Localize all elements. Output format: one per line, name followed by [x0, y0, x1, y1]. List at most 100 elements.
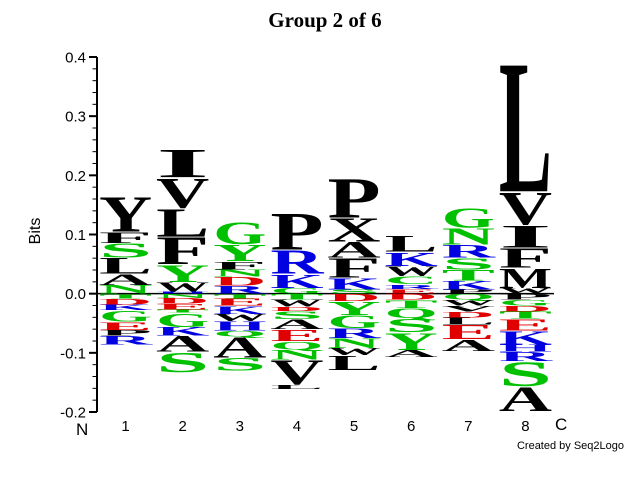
logo-letter-6-S-depleted: S — [385, 314, 438, 336]
logo-letter-1-Y-enriched: Y — [99, 186, 152, 243]
logo-letter-5-W-depleted: W — [328, 346, 381, 357]
logo-letter-5-Y-depleted: Y — [328, 297, 381, 319]
x-position-label: 6 — [407, 418, 415, 435]
logo-letter-4-V-depleted: V — [270, 353, 323, 392]
logo-letter-1-N-enriched: N — [99, 282, 152, 296]
logo-letter-7-G-enriched: G — [442, 202, 495, 234]
logo-letter-7-P-enriched: P — [442, 288, 495, 295]
y-tick-label: 0.2 — [65, 168, 86, 185]
logo-letter-7-T-enriched: T — [442, 267, 495, 285]
logo-letter-7-E-depleted: E — [442, 321, 495, 344]
logo-letter-6-C-enriched: C — [385, 274, 438, 287]
logo-letter-6-L-enriched: L — [385, 231, 438, 256]
logo-letter-1-F-enriched: F — [99, 229, 152, 247]
logo-letter-8-F-enriched: F — [499, 242, 552, 274]
y-tick-label: -0.2 — [60, 405, 86, 422]
logo-letter-5-X-enriched: X — [328, 211, 381, 249]
logo-letter-5-D-depleted: D — [328, 292, 381, 303]
logo-letter-8-V-enriched: V — [499, 182, 552, 235]
logo-letter-2-K-depleted: K — [156, 324, 209, 338]
logo-letter-1-G-depleted: G — [99, 307, 152, 325]
c-terminus-label: C — [555, 415, 568, 434]
logo-letter-6-Y-depleted: Y — [385, 327, 438, 355]
y-tick-label: 0.1 — [65, 227, 86, 244]
logo-letter-4-R-enriched: R — [270, 243, 324, 281]
logo-letter-8-H-depleted: H — [499, 343, 552, 354]
logo-letter-1-A-enriched: A — [99, 271, 152, 289]
logo-letter-4-E-depleted: E — [270, 326, 323, 345]
logo-letter-3-W-depleted: W — [213, 312, 266, 323]
logo-letter-1-K-depleted: K — [99, 303, 152, 312]
logo-letter-3-T-depleted: T — [213, 292, 266, 299]
logo-letter-6-D-depleted: D — [385, 292, 438, 301]
logo-letter-8-E-depleted: E — [499, 315, 552, 334]
n-terminus-label: N — [76, 420, 89, 439]
logo-letter-1-E-depleted: E — [99, 319, 152, 332]
logo-letter-4-D-depleted: D — [270, 306, 323, 313]
logo-letter-2-D-depleted: D — [156, 296, 209, 305]
logo-letter-2-E-depleted: E — [156, 302, 209, 311]
y-tick-label: 0.4 — [65, 50, 86, 67]
logo-letter-7-V-depleted: V — [442, 304, 495, 313]
logo-letter-5-G-depleted: G — [328, 311, 381, 332]
x-position-label: 5 — [350, 418, 358, 435]
logo-letter-2-A-depleted: A — [156, 331, 209, 356]
logo-letter-1-D-depleted: D — [99, 297, 152, 306]
logo-letter-4-S-depleted: S — [270, 309, 323, 322]
logo-letter-2-V-enriched: V — [156, 169, 209, 217]
logo-letter-5-S-enriched: S — [328, 288, 381, 295]
logo-letter-7-A-depleted: A — [442, 336, 495, 355]
logo-letter-8-S-depleted: S — [499, 355, 552, 394]
logo-letter-8-D-depleted: D — [499, 304, 552, 313]
logo-letter-8-M-enriched: M — [499, 262, 552, 294]
logo-letter-2-Y-enriched: Y — [156, 259, 209, 287]
logo-letter-4-L-depleted: L — [270, 383, 323, 390]
logo-letter-2-I-enriched: I — [156, 140, 209, 186]
logo-letter-7-K-enriched: K — [442, 278, 495, 292]
logo-letter-5-A-enriched: A — [328, 237, 381, 262]
logo-letter-3-S-depleted: S — [213, 354, 266, 375]
logo-letter-8-G-depleted: G — [499, 298, 552, 307]
logo-letter-8-A-depleted: A — [499, 380, 552, 419]
logo-letter-5-F-enriched: F — [328, 252, 381, 284]
logo-letter-3-H-depleted: H — [213, 318, 266, 333]
logo-letter-4-N-depleted: N — [270, 347, 323, 363]
logo-letter-4-W-depleted: W — [270, 298, 323, 309]
logo-letter-3-K-depleted: K — [213, 303, 266, 316]
logo-letter-8-K-depleted: K — [499, 327, 552, 349]
logo-letter-6-W-enriched: W — [385, 263, 438, 279]
logo-letter-3-E-depleted: E — [213, 297, 266, 308]
logo-letter-7-N-enriched: N — [442, 223, 495, 250]
logo-letter-8-P-depleted: P — [499, 292, 552, 301]
logo-letter-2-G-depleted: G — [156, 309, 209, 331]
logo-letter-6-E-enriched: E — [385, 288, 438, 295]
logo-letter-7-S-enriched: S — [442, 254, 495, 273]
x-position-label: 4 — [293, 418, 301, 435]
y-tick-label: -0.1 — [60, 345, 86, 362]
logo-letter-4-T-depleted: T — [270, 292, 323, 301]
logo-letter-8-W-enriched: W — [499, 286, 552, 295]
x-position-label: 3 — [236, 418, 244, 435]
logo-letter-5-N-depleted: N — [328, 335, 381, 351]
logo-letter-2-N-depleted: N — [156, 293, 209, 300]
logo-letter-5-P-enriched: P — [328, 165, 381, 230]
logo-letter-7-W-depleted: W — [442, 298, 495, 307]
logo-letter-8-L-enriched: L — [499, 22, 552, 234]
logo-letter-2-L-enriched: L — [156, 199, 209, 245]
logo-letter-6-A-depleted: A — [385, 348, 438, 359]
x-position-label: 1 — [121, 418, 129, 435]
logo-letter-4-Q-depleted: Q — [270, 339, 323, 352]
logo-letter-1-L-enriched: L — [99, 253, 152, 278]
logo-letter-1-T-depleted: T — [99, 292, 152, 299]
chart-title: Group 2 of 6 — [268, 8, 382, 32]
logo-letter-8-I-enriched: I — [499, 219, 552, 255]
y-tick-label: 0.0 — [65, 286, 86, 303]
logo-letter-1-P-depleted: P — [99, 328, 152, 337]
logo-letter-8-R-depleted: R — [499, 349, 554, 364]
logo-letter-2-T-depleted: T — [156, 309, 209, 314]
logo-letter-3-Q-depleted: Q — [213, 329, 266, 338]
logo-letter-2-S-depleted: S — [156, 346, 209, 378]
logo-letter-3-R-enriched: R — [213, 283, 268, 296]
